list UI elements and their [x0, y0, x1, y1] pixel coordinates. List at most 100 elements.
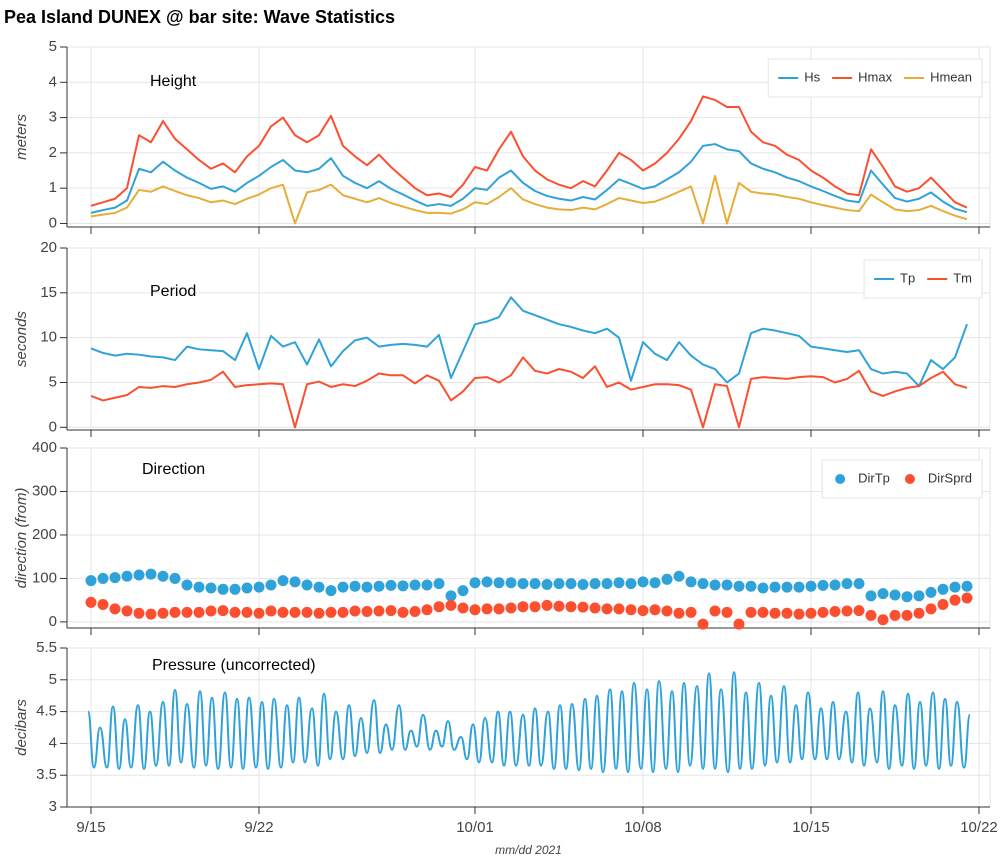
y-tick-label: 0	[49, 214, 57, 231]
scatter-point	[709, 605, 721, 617]
series-line	[90, 95, 968, 209]
scatter-point	[181, 606, 193, 618]
scatter-point	[241, 606, 253, 618]
scatter-point	[133, 607, 145, 619]
scatter-point	[313, 581, 325, 593]
scatter-point	[109, 572, 121, 584]
scatter-point	[229, 583, 241, 595]
series-layer	[90, 296, 968, 429]
scatter-point	[541, 599, 553, 611]
scatter-point	[85, 596, 97, 608]
scatter-point	[409, 605, 421, 617]
scatter-point	[685, 576, 697, 588]
legend-label: Hs	[804, 69, 820, 84]
scatter-point	[889, 609, 901, 621]
scatter-point	[865, 590, 877, 602]
scatter-point	[97, 599, 109, 611]
scatter-point	[565, 578, 577, 590]
scatter-point	[517, 601, 529, 613]
scatter-point	[949, 581, 961, 593]
scatter-point	[445, 599, 457, 611]
scatter-point	[337, 606, 349, 618]
scatter-point	[865, 609, 877, 621]
scatter-point	[889, 589, 901, 601]
legend-box	[767, 58, 983, 98]
scatter-point	[481, 576, 493, 588]
y-tick-label: 4	[49, 73, 57, 90]
scatter-point	[505, 602, 517, 614]
scatter-point	[85, 575, 97, 587]
scatter-point	[457, 602, 469, 614]
scatter-point	[817, 579, 829, 591]
legend: DirTp DirSprd	[821, 459, 983, 499]
scatter-point	[613, 577, 625, 589]
scatter-point	[589, 602, 601, 614]
scatter-point	[469, 577, 481, 589]
scatter-point	[253, 607, 265, 619]
series-layer	[87, 671, 971, 774]
scatter-point	[481, 603, 493, 615]
scatter-point	[205, 582, 217, 594]
scatter-point	[577, 579, 589, 591]
y-axis-label: meters	[13, 114, 30, 160]
scatter-point	[145, 568, 157, 580]
scatter-point	[913, 590, 925, 602]
scatter-point	[565, 601, 577, 613]
scatter-point	[625, 604, 637, 616]
y-tick-label: 4	[49, 734, 57, 751]
legend-label: Tm	[953, 270, 972, 285]
scatter-point	[445, 590, 457, 602]
scatter-point	[805, 607, 817, 619]
scatter-point	[745, 580, 757, 592]
scatter-point	[781, 581, 793, 593]
scatter-point	[493, 603, 505, 615]
scatter-point	[181, 579, 193, 591]
scatter-point	[553, 600, 565, 612]
scatter-point	[745, 606, 757, 618]
scatter-point	[733, 618, 745, 630]
scatter-point	[541, 579, 553, 591]
legend-swatch	[904, 474, 915, 484]
scatter-point	[277, 606, 289, 618]
scatter-point	[349, 580, 361, 592]
scatter-point	[757, 606, 769, 618]
scatter-point	[805, 580, 817, 592]
scatter-point	[409, 579, 421, 591]
scatter-point	[457, 585, 469, 597]
scatter-point	[853, 578, 865, 590]
scatter-point	[673, 607, 685, 619]
panel-annotation: Pressure (uncorrected)	[152, 657, 316, 674]
scatter-point	[361, 581, 373, 593]
scatter-point	[661, 573, 673, 585]
scatter-point	[925, 586, 937, 598]
scatter-point	[265, 605, 277, 617]
scatter-point	[913, 607, 925, 619]
scatter-point	[325, 585, 337, 597]
y-tick-label: 4.5	[36, 703, 57, 720]
scatter-point	[829, 605, 841, 617]
y-tick-label: 3	[49, 109, 57, 126]
scatter-point	[169, 606, 181, 618]
x-tick-label: 10/15	[792, 819, 830, 836]
scatter-point	[577, 601, 589, 613]
scatter-point	[493, 577, 505, 589]
series-line	[90, 174, 968, 225]
y-tick-label: 300	[32, 482, 57, 499]
scatter-point	[385, 579, 397, 591]
series-line	[90, 143, 968, 214]
scatter-point	[301, 579, 313, 591]
y-tick-label: 200	[32, 526, 57, 543]
scatter-point	[433, 578, 445, 590]
scatter-point	[553, 578, 565, 590]
scatter-point	[637, 605, 649, 617]
scatter-point	[397, 606, 409, 618]
scatter-point	[709, 579, 721, 591]
y-tick-label: 5	[49, 38, 57, 55]
scatter-point	[145, 608, 157, 620]
scatter-point	[433, 601, 445, 613]
scatter-point	[505, 577, 517, 589]
x-tick-label: 10/22	[960, 819, 998, 836]
scatter-point	[601, 603, 613, 615]
scatter-point	[289, 576, 301, 588]
series-line	[90, 296, 968, 388]
